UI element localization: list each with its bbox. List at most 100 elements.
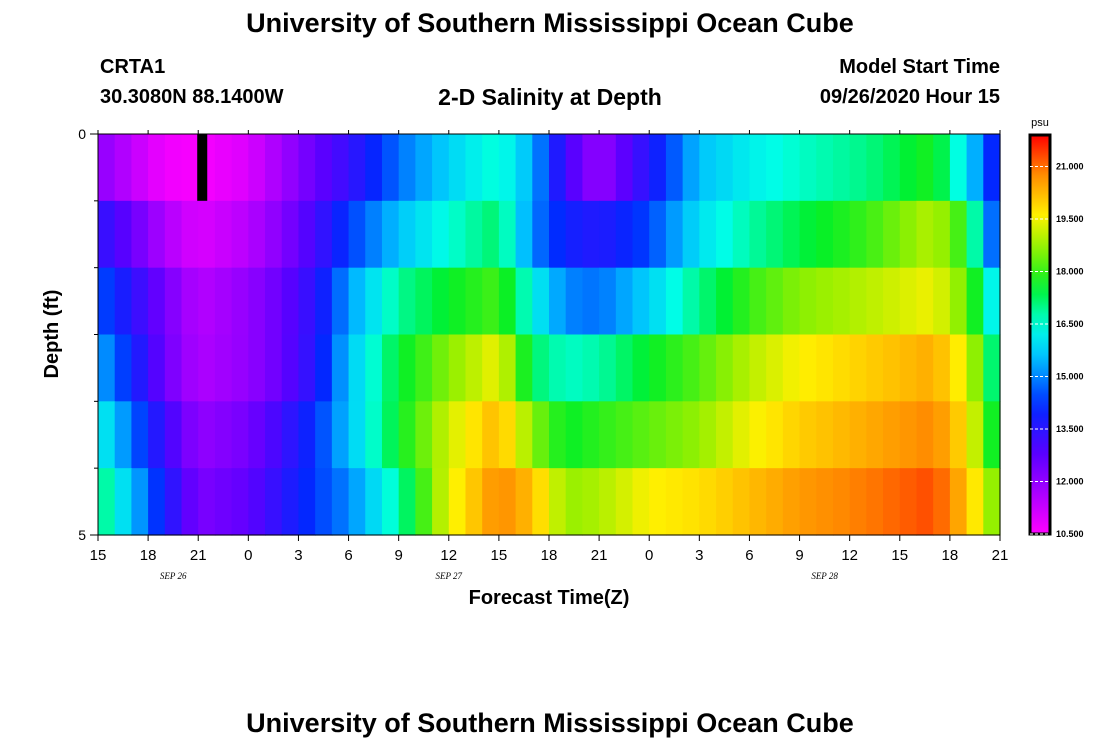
heatmap-cell [98,267,116,336]
heatmap-cell [749,134,767,202]
heatmap-cell [281,334,300,402]
heatmap-cell [114,468,132,536]
heatmap-cell [816,200,834,269]
heatmap-cell [114,200,132,269]
heatmap-cell [365,468,383,536]
heatmap-cell [465,401,483,469]
date-label: SEP 26 [160,571,187,581]
heatmap-cell [899,267,918,336]
heatmap-cell [331,401,350,469]
heatmap-cell [682,134,700,202]
heatmap-cell [432,267,450,336]
heatmap-cell [866,468,884,536]
heatmap-cell [766,334,784,402]
heatmap-cell [448,334,467,402]
heatmap-cell [114,334,132,402]
heatmap-cell [916,134,934,202]
heatmap-cell [198,401,216,469]
heatmap-cell [899,200,918,269]
heatmap-cell [782,401,801,469]
heatmap-cell [983,334,1001,402]
heatmap-cell [949,468,968,536]
heatmap-cell [298,334,316,402]
y-axis: 05 [78,126,98,543]
heatmap-cell [866,200,884,269]
heatmap-cell [933,468,951,536]
heatmap-cell [899,134,918,202]
heatmap-cell [181,334,199,402]
heatmap-cell [482,401,500,469]
x-tick-label: 9 [394,547,402,564]
heatmap-cell [348,468,366,536]
heatmap-cell [432,468,450,536]
heatmap-cell [415,200,433,269]
colorbar-tick-label: 10.500 [1056,529,1084,539]
heatmap-cell [816,267,834,336]
heatmap-cell [114,401,132,469]
heatmap-cell [315,267,333,336]
heatmap-cell [565,200,583,269]
heatmap-cell [732,401,751,469]
heatmap-cell [599,134,617,202]
heatmap-cell [198,200,216,269]
heatmap-cell [883,468,901,536]
heatmap-cell [98,334,116,402]
heatmap-cell [131,401,149,469]
x-tick-label: 0 [645,547,653,564]
heatmap-cell [665,468,684,536]
heatmap-cell [983,134,1001,202]
x-axis-label: Forecast Time(Z) [469,587,630,609]
heatmap-cell [899,334,918,402]
heatmap-cell [281,468,300,536]
station-id: CRTA1 [100,56,166,78]
date-label: SEP 27 [435,571,462,581]
heatmap-cell [365,134,383,202]
heatmap-cell [164,267,183,336]
heatmap-cell [231,468,249,536]
heatmap-cell [465,200,483,269]
heatmap-cell [916,200,934,269]
heatmap-cell [699,200,717,269]
heatmap-cell [265,334,283,402]
heatmap-cell [649,134,667,202]
x-tick-label: 6 [344,547,352,564]
heatmap-cell [331,267,350,336]
heatmap-cell [866,134,884,202]
x-tick-label: 6 [745,547,753,564]
heatmap-cell [732,334,751,402]
heatmap-cell [398,134,416,202]
heatmap-cell [916,334,934,402]
x-tick-label: 12 [841,547,858,564]
heatmap-cell [665,334,684,402]
heatmap-cell [298,468,316,536]
heatmap-cell [582,468,600,536]
heatmap-cell [265,134,283,202]
heatmap-cell [315,200,333,269]
heatmap-cell [432,134,450,202]
heatmap-cell [799,134,817,202]
plot-title: 2-D Salinity at Depth [438,84,662,110]
heatmap-cell [331,468,350,536]
heatmap-cell [615,401,634,469]
heatmap-cell [231,401,249,469]
heatmap-cell [164,334,183,402]
heatmap-cell [782,134,801,202]
heatmap-cell [98,401,116,469]
heatmap-cell [515,267,533,336]
heatmap-cell [966,200,984,269]
colorbar-gradient [1028,133,1052,536]
heatmap-cell [214,468,233,536]
model-start-time: 09/26/2020 Hour 15 [819,86,1000,108]
heatmap-cell [699,468,717,536]
heatmap-cell [365,334,383,402]
heatmap-cell [415,334,433,402]
heatmap-cell [699,401,717,469]
heatmap-cell [298,134,316,202]
heatmap-cell [949,334,968,402]
heatmap-cell [265,468,283,536]
heatmap-cell [315,334,333,402]
heatmap-cell [832,468,851,536]
heatmap-cell [498,267,517,336]
heatmap-cell [415,468,433,536]
heatmap-cell [265,401,283,469]
